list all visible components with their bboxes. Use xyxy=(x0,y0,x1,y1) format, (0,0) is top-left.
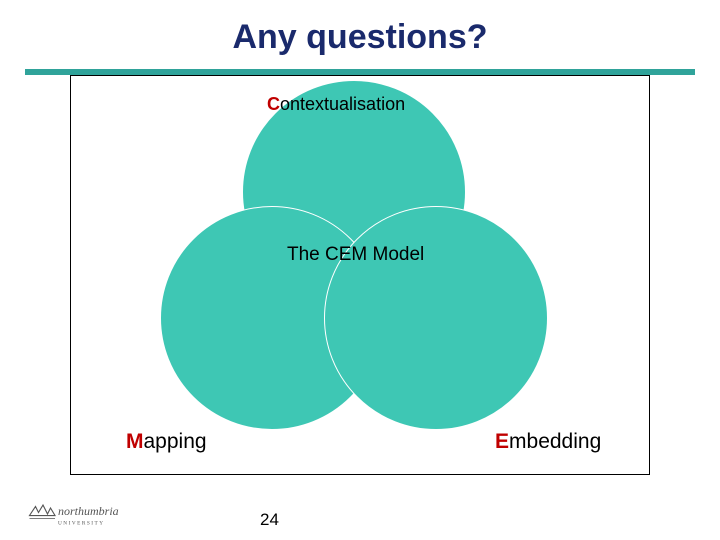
label-cap: M xyxy=(126,430,144,453)
slide-title: Any questions? xyxy=(0,18,720,57)
label-rest: mbedding xyxy=(509,430,601,453)
label-cap: C xyxy=(267,94,280,114)
label-mapping: Mapping xyxy=(126,430,207,454)
venn-center-label: The CEM Model xyxy=(287,244,424,266)
label-contextualisation: Contextualisation xyxy=(267,94,405,115)
svg-text:UNIVERSITY: UNIVERSITY xyxy=(58,521,105,527)
svg-text:northumbria: northumbria xyxy=(58,504,119,518)
northumbria-logo: northumbria UNIVERSITY xyxy=(28,502,148,532)
label-rest: apping xyxy=(144,430,207,453)
label-rest: ontextualisation xyxy=(280,94,405,114)
label-cap: E xyxy=(495,430,509,453)
page-number: 24 xyxy=(260,510,279,530)
venn-circle-right xyxy=(324,206,548,430)
label-embedding: Embedding xyxy=(495,430,601,454)
